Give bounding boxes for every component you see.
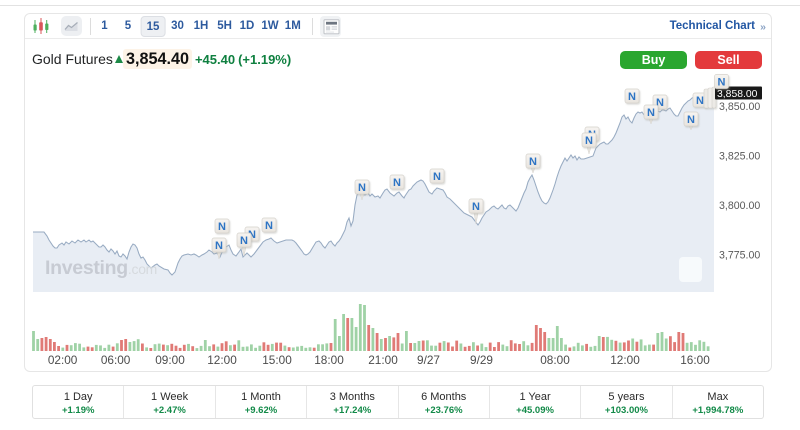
svg-text:N: N [248,229,256,241]
svg-text:02:00: 02:00 [48,353,78,367]
svg-text:N: N [393,177,401,189]
svg-text:21:00: 21:00 [368,353,398,367]
svg-text:N: N [265,220,273,232]
svg-text:3,858.00: 3,858.00 [717,89,758,100]
svg-text:N: N [718,77,726,89]
svg-text:3,825.00: 3,825.00 [719,150,760,162]
svg-text:9/27: 9/27 [417,353,440,367]
svg-text:18:00: 18:00 [314,353,344,367]
svg-text:09:00: 09:00 [155,353,185,367]
svg-text:N: N [433,171,441,183]
svg-text:12:00: 12:00 [207,353,237,367]
svg-text:N: N [656,97,664,109]
svg-text:N: N [218,221,226,233]
svg-text:3,850.00: 3,850.00 [719,101,760,113]
svg-text:N: N [628,91,636,103]
svg-text:N: N [240,235,248,247]
svg-text:12:00: 12:00 [610,353,640,367]
svg-text:N: N [687,114,695,126]
svg-text:N: N [472,201,480,213]
svg-text:06:00: 06:00 [101,353,131,367]
svg-text:3,775.00: 3,775.00 [719,249,760,261]
svg-text:N: N [647,107,655,119]
svg-text:N: N [585,135,593,147]
svg-text:N: N [696,95,704,107]
svg-text:16:00: 16:00 [680,353,710,367]
svg-text:Investing.com: Investing.com [45,257,157,279]
svg-text:3,800.00: 3,800.00 [719,200,760,212]
svg-text:N: N [215,240,223,252]
svg-text:N: N [529,156,537,168]
svg-text:08:00: 08:00 [540,353,570,367]
svg-text:N: N [358,182,366,194]
svg-text:9/29: 9/29 [470,353,493,367]
svg-text:15:00: 15:00 [262,353,292,367]
